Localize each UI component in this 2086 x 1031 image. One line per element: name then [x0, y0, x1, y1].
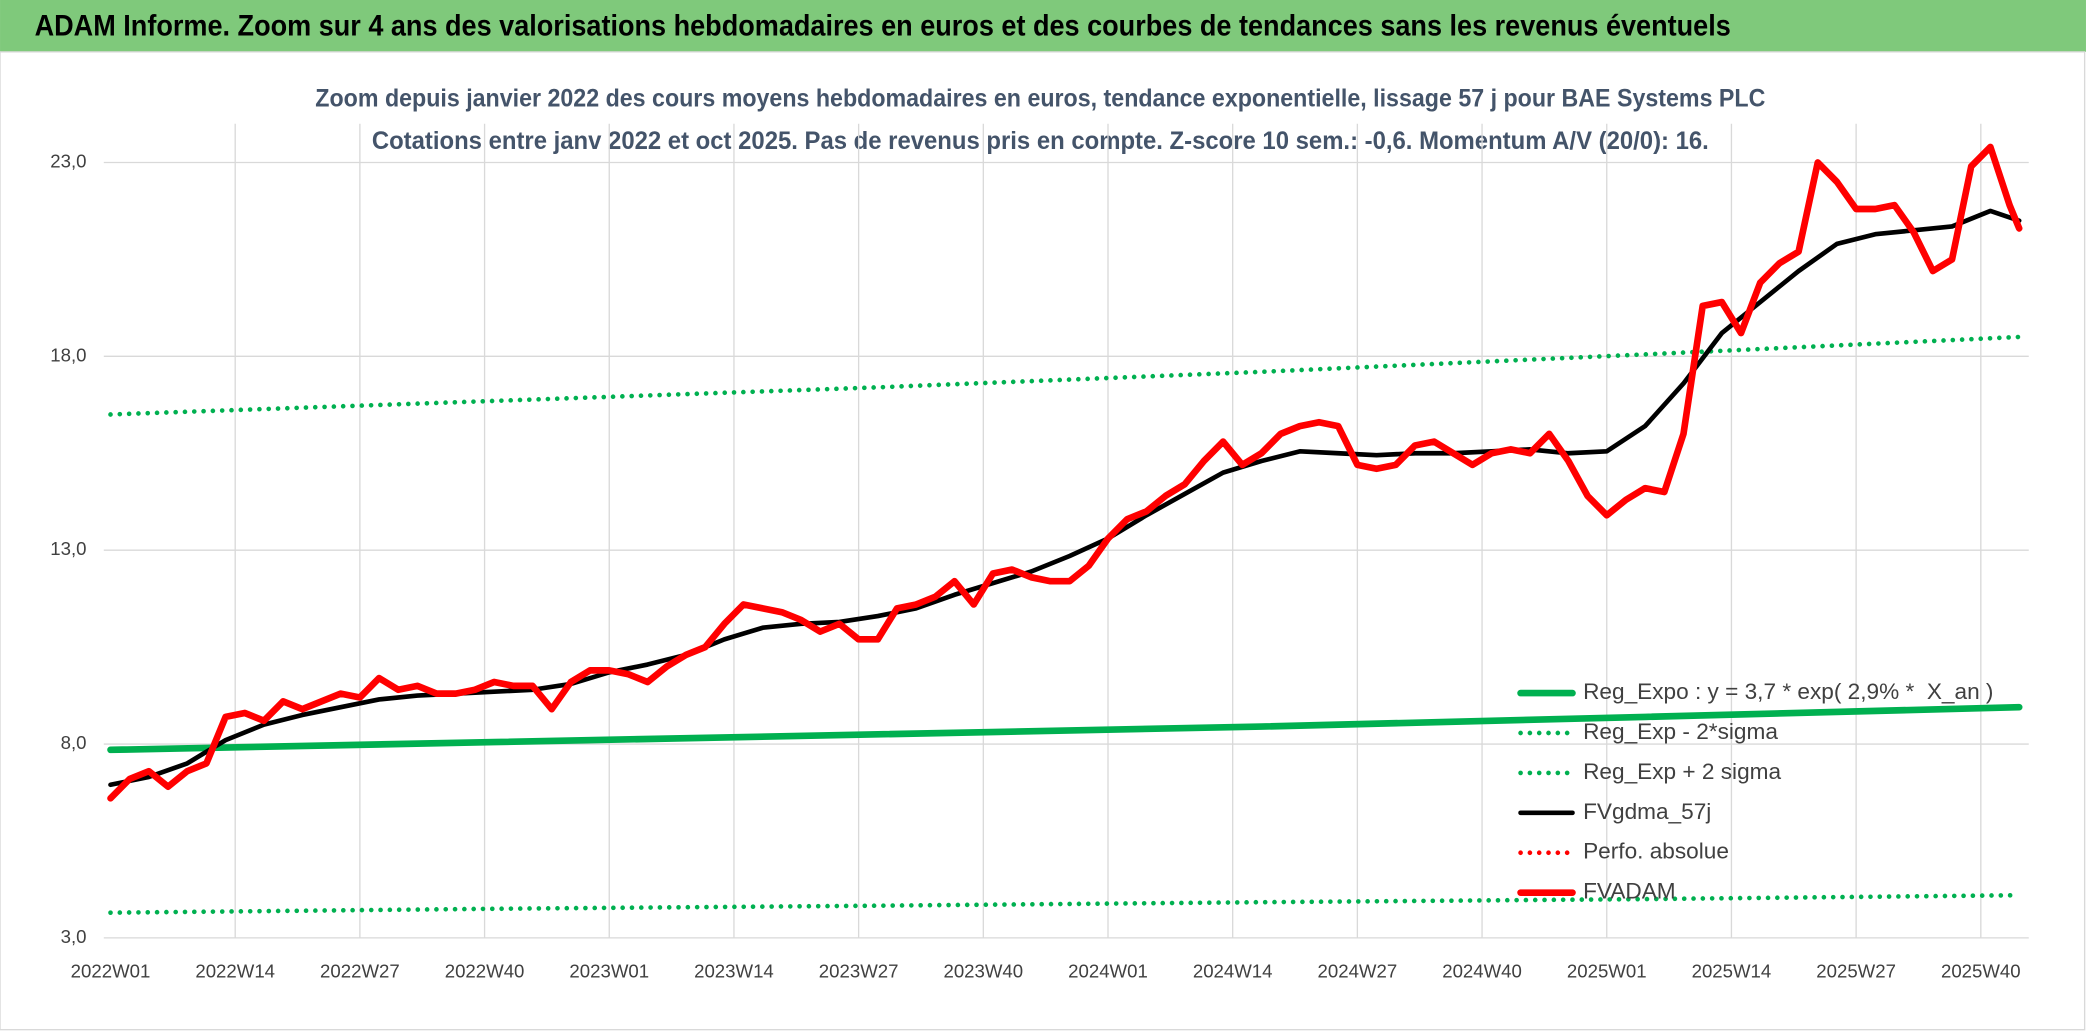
legend-label: FVgdma_57j: [1583, 799, 1711, 824]
x-tick-label: 2023W27: [819, 960, 899, 981]
x-tick-label: 2025W01: [1567, 960, 1647, 981]
x-tick-label: 2022W27: [320, 960, 400, 981]
y-tick-label: 23,0: [50, 150, 86, 171]
x-tick-label: 2025W27: [1816, 960, 1896, 981]
x-tick-label: 2023W40: [943, 960, 1023, 981]
chart-frame: [0, 51, 2086, 1031]
x-tick-label: 2025W14: [1692, 960, 1772, 981]
x-tick-label: 2022W40: [445, 960, 525, 981]
banner-bar: [0, 0, 2086, 52]
banner-title: ADAM Informe. Zoom sur 4 ans des valoris…: [35, 11, 1731, 43]
x-tick-label: 2023W14: [694, 960, 774, 981]
x-tick-label: 2024W14: [1193, 960, 1273, 981]
plot-area: [107, 143, 2023, 916]
series-line: [107, 143, 2023, 802]
series-line: [108, 334, 2022, 417]
y-tick-label: 13,0: [50, 538, 86, 559]
legend-label: FVADAM: [1583, 879, 1676, 904]
y-tick-label: 8,0: [61, 732, 87, 753]
x-tick-label: 2024W27: [1318, 960, 1398, 981]
series-line: [108, 892, 2022, 916]
x-tick-label: 2022W01: [71, 960, 151, 981]
x-tick-label: 2025W40: [1941, 960, 2021, 981]
y-tick-label: 3,0: [61, 926, 87, 947]
chart-subtitle: Cotations entre janv 2022 et oct 2025. P…: [372, 127, 1709, 155]
legend-label: Reg_Exp - 2*sigma: [1583, 719, 1778, 744]
legend-label: Perfo. absolue: [1583, 839, 1729, 864]
y-tick-label: 18,0: [50, 344, 86, 365]
series-line: [107, 703, 2023, 754]
legend-label: Reg_Exp + 2 sigma: [1583, 759, 1781, 784]
legend-label: Reg_Expo : y = 3,7 * exp( 2,9% * X_an ): [1583, 679, 1993, 704]
legend: Reg_Expo : y = 3,7 * exp( 2,9% * X_an ) R…: [1517, 679, 1993, 904]
series-line: [108, 208, 2022, 788]
x-tick-label: 2024W01: [1068, 960, 1148, 981]
chart-title: Zoom depuis janvier 2022 des cours moyen…: [315, 84, 1765, 112]
x-tick-label: 2024W40: [1442, 960, 1522, 981]
x-tick-label: 2022W14: [195, 960, 275, 981]
x-tick-label: 2023W01: [569, 960, 649, 981]
